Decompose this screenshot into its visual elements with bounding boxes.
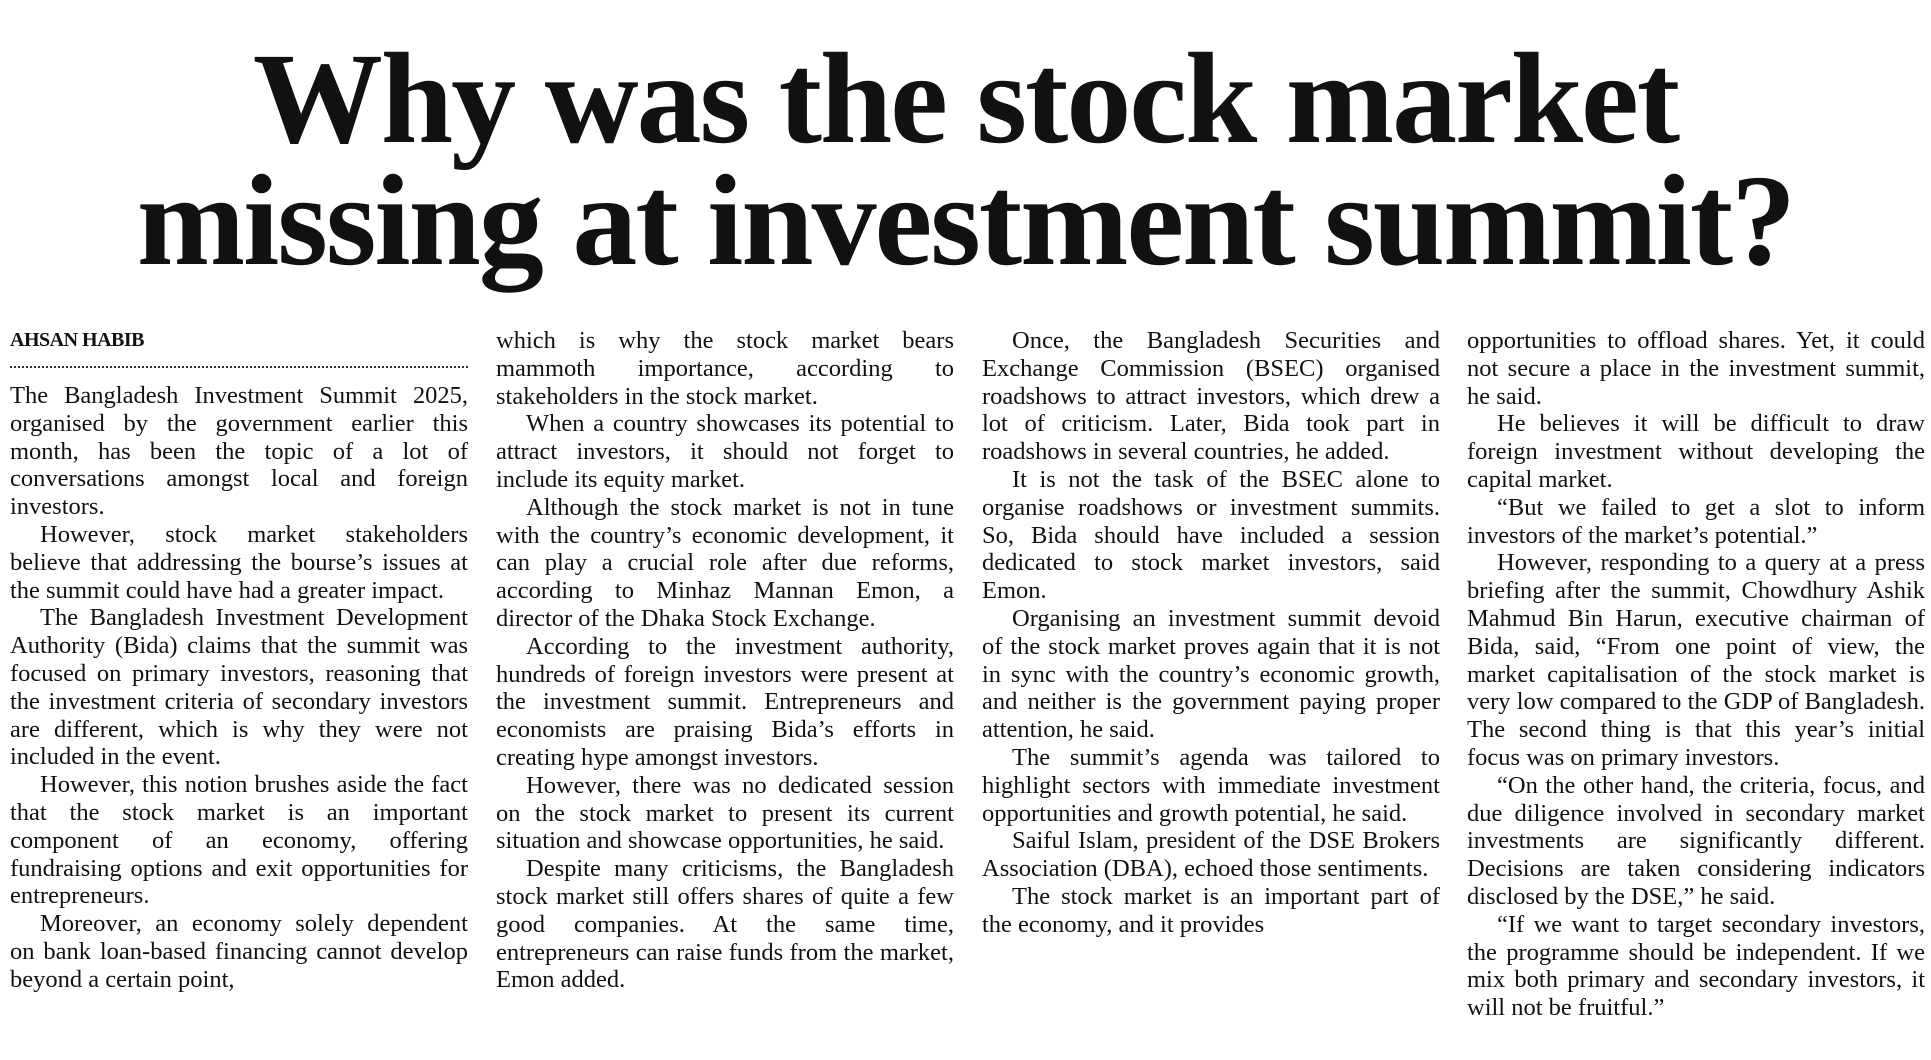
paragraph: “If we want to target secondary investor…: [1467, 910, 1925, 1022]
paragraph: Organising an investment summit devoid o…: [982, 604, 1440, 744]
headline-line-2: missing at investment summit?: [136, 149, 1796, 293]
article-column-3: Once, the Bangladesh Securities and Exch…: [982, 327, 1440, 939]
paragraph: According to the investment authority, h…: [496, 632, 954, 771]
column-body: Once, the Bangladesh Securities and Exch…: [982, 327, 1440, 939]
column-body: opportunities to offload shares. Yet, it…: [1467, 327, 1925, 1022]
paragraph: However, responding to a query at a pres…: [1467, 549, 1925, 771]
headline: Why was the stock market missing at inve…: [0, 27, 1931, 293]
paragraph: Moreover, an economy solely dependent on…: [10, 910, 468, 993]
paragraph: The Bangladesh Investment Summit 2025, o…: [10, 382, 468, 521]
paragraph: He believes it will be difficult to draw…: [1467, 410, 1925, 493]
paragraph: When a country showcases its potential t…: [496, 410, 954, 493]
byline-divider: [10, 366, 468, 368]
paragraph: However, this notion brushes aside the f…: [10, 771, 468, 910]
paragraph: “But we failed to get a slot to inform i…: [1467, 493, 1925, 549]
paragraph: “On the other hand, the criteria, focus,…: [1467, 771, 1925, 910]
article-column-1: AHSAN HABIB The Bangladesh Investment Su…: [10, 327, 468, 994]
paragraph: Although the stock market is not in tune…: [496, 493, 954, 632]
byline: AHSAN HABIB: [10, 329, 144, 351]
paragraph: The summit’s agenda was tailored to high…: [982, 743, 1440, 827]
paragraph: Despite many criticisms, the Bangladesh …: [496, 855, 954, 994]
paragraph: The stock market is an important part of…: [982, 882, 1440, 938]
article-column-4: opportunities to offload shares. Yet, it…: [1467, 327, 1925, 1022]
paragraph: which is why the stock market bears mamm…: [496, 327, 954, 410]
paragraph: However, stock market stakeholders belie…: [10, 520, 468, 604]
paragraph: However, there was no dedicated session …: [496, 771, 954, 855]
headline-line-1: Why was the stock market: [252, 27, 1680, 171]
paragraph: Once, the Bangladesh Securities and Exch…: [982, 327, 1440, 466]
paragraph: Saiful Islam, president of the DSE Broke…: [982, 827, 1440, 883]
column-body: The Bangladesh Investment Summit 2025, o…: [10, 382, 468, 994]
paragraph: opportunities to offload shares. Yet, it…: [1467, 327, 1925, 410]
article-column-2: which is why the stock market bears mamm…: [496, 327, 954, 994]
paragraph: It is not the task of the BSEC alone to …: [982, 465, 1440, 605]
paragraph: The Bangladesh Investment Development Au…: [10, 604, 468, 771]
column-body: which is why the stock market bears mamm…: [496, 327, 954, 994]
